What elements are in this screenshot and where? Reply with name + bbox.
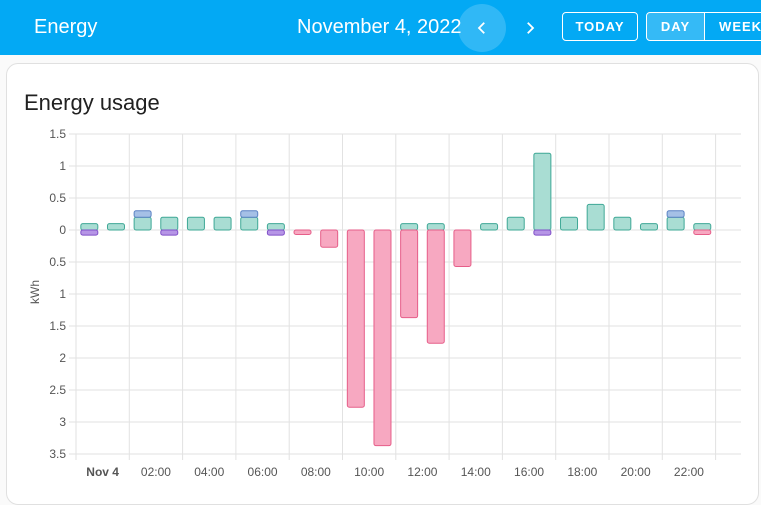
grid_return-bar	[426, 229, 445, 344]
chevron-left-icon	[477, 22, 485, 34]
y-tick-label: 3.5	[49, 447, 66, 461]
battery_out-bar	[80, 229, 99, 236]
battery_in-bar	[133, 210, 152, 218]
app-header: Energy November 4, 2022 TODAY DAY WEEK	[0, 0, 761, 55]
battery_in-bar	[240, 210, 259, 218]
previous-day-ripple	[458, 4, 506, 52]
consumption-bar	[533, 152, 552, 231]
x-tick-label: 02:00	[141, 465, 171, 479]
grid_return-bar	[693, 229, 712, 235]
energy-usage-chart: 1.5 1 0.5 0 0.5 1 1.5 2 2.5 3 3.5 Nov 4 02:00 04:00 06…	[28, 127, 741, 479]
x-tick-label: 18:00	[567, 465, 597, 479]
grid_return-bar	[453, 229, 472, 267]
y-axis-title: kWh	[28, 280, 42, 304]
consumption-bar	[586, 203, 605, 231]
consumption-bar	[240, 216, 259, 231]
consumption-bar	[613, 216, 632, 231]
x-tick-label: 14:00	[461, 465, 491, 479]
consumption-bar	[426, 223, 445, 231]
consumption-bar	[400, 223, 419, 231]
consumption-bar	[506, 216, 525, 231]
x-tick-label: 10:00	[354, 465, 384, 479]
y-tick-label: 1.5	[49, 319, 66, 333]
x-tick-label: 22:00	[674, 465, 704, 479]
y-tick-label: 2.5	[49, 383, 66, 397]
next-day-button[interactable]	[506, 4, 554, 52]
today-button[interactable]: TODAY	[562, 12, 638, 41]
x-tick-label: 08:00	[301, 465, 331, 479]
consumption-bar	[693, 223, 712, 231]
consumption-bar	[80, 223, 99, 231]
x-tick-label: Nov 4	[86, 465, 119, 479]
grid_return-bar	[346, 229, 365, 408]
grid_return-bar	[293, 229, 312, 235]
consumption-bar	[106, 223, 125, 231]
consumption-bar	[639, 223, 658, 231]
consumption-bar	[213, 216, 232, 231]
consumption-bar	[480, 223, 499, 231]
battery_out-bar	[533, 229, 552, 236]
y-tick-label: 0.5	[49, 191, 66, 205]
consumption-bar	[560, 216, 579, 231]
previous-day-button[interactable]	[458, 4, 506, 52]
card-title: Energy usage	[24, 90, 160, 115]
consumption-bar	[133, 216, 152, 231]
x-tick-label: 12:00	[407, 465, 437, 479]
x-tick-label: 20:00	[621, 465, 651, 479]
y-tick-label: 1	[59, 159, 66, 173]
grid_return-bar	[320, 229, 339, 248]
date-display: November 4, 2022	[297, 16, 462, 38]
consumption-bar	[160, 216, 179, 231]
consumption-bar	[186, 216, 205, 231]
y-tick-label: 1.5	[49, 127, 66, 141]
page-title: Energy	[34, 16, 98, 38]
consumption-bar	[666, 216, 685, 231]
grid_return-bar	[373, 229, 392, 447]
battery_in-bar	[666, 210, 685, 218]
battery_out-bar	[160, 229, 179, 236]
y-tick-label: 3	[59, 415, 66, 429]
week-period-button[interactable]: WEEK	[719, 19, 761, 34]
y-tick-label: 1	[59, 287, 66, 301]
period-selector: DAY WEEK	[646, 12, 761, 41]
day-period-button[interactable]: DAY	[647, 13, 706, 40]
x-tick-label: 16:00	[514, 465, 544, 479]
x-tick-label: 04:00	[194, 465, 224, 479]
y-tick-label: 0.5	[49, 255, 66, 269]
consumption-bar	[266, 223, 285, 231]
battery_out-bar	[266, 229, 285, 236]
x-tick-label: 06:00	[248, 465, 278, 479]
grid_return-bar	[400, 229, 419, 319]
y-tick-label: 0	[59, 223, 66, 237]
y-tick-label: 2	[59, 351, 66, 365]
chevron-right-icon	[527, 22, 535, 34]
